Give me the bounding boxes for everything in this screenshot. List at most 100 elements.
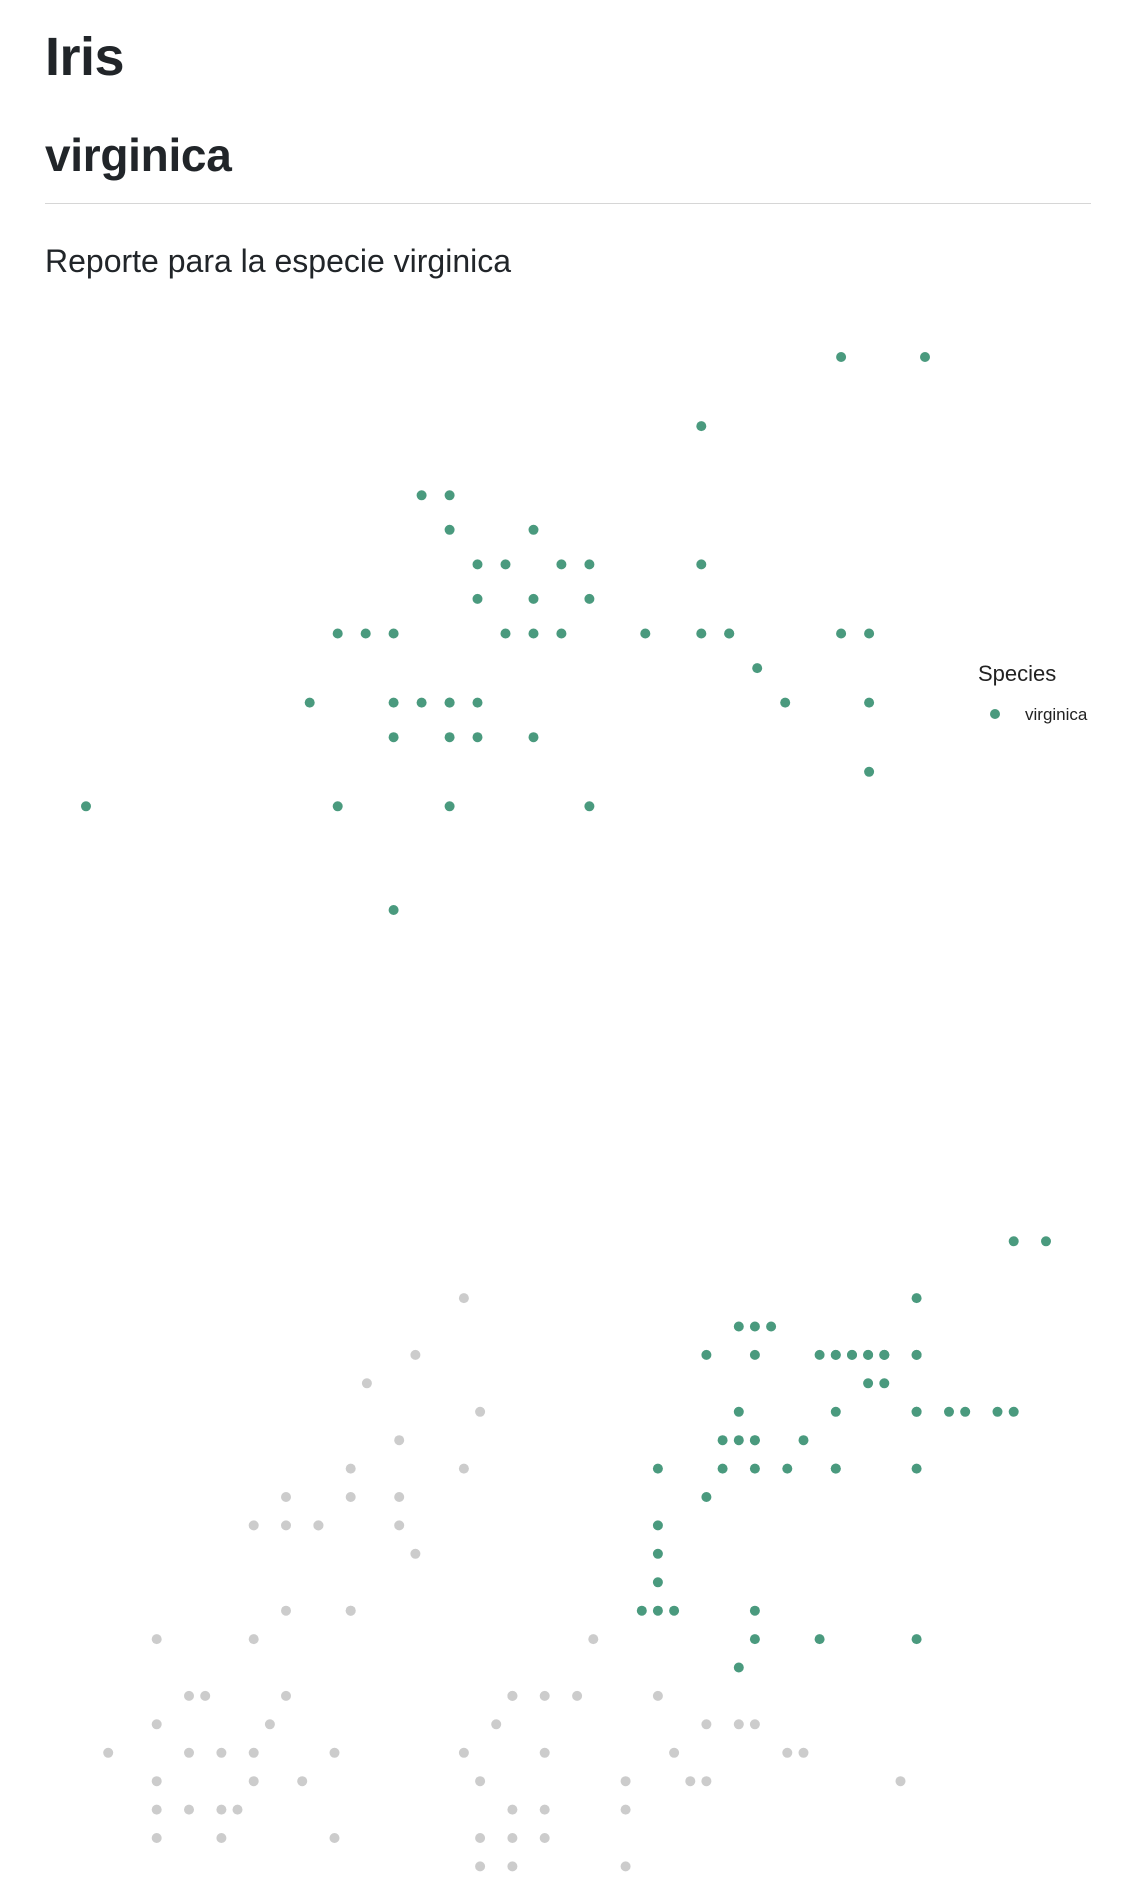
point-virginica xyxy=(911,1406,922,1417)
point-other-species xyxy=(458,1747,469,1758)
point-virginica xyxy=(444,801,455,812)
point-virginica xyxy=(584,559,595,570)
point-other-species xyxy=(410,1349,421,1360)
point-virginica xyxy=(81,801,91,812)
point-virginica xyxy=(920,352,930,362)
point-other-species xyxy=(103,1747,114,1758)
point-virginica xyxy=(652,1520,663,1531)
point-other-species xyxy=(458,1463,469,1474)
point-virginica xyxy=(733,1435,744,1446)
point-virginica xyxy=(879,1378,890,1389)
point-virginica xyxy=(528,732,539,743)
point-virginica xyxy=(847,1349,857,1360)
point-other-species xyxy=(216,1804,227,1815)
point-other-species xyxy=(572,1690,583,1701)
point-virginica xyxy=(640,628,651,639)
point-other-species xyxy=(281,1492,291,1502)
point-virginica xyxy=(528,593,539,604)
point-virginica xyxy=(911,1634,922,1645)
point-other-species xyxy=(733,1719,744,1730)
point-other-species xyxy=(895,1776,906,1787)
point-other-species xyxy=(281,1520,291,1531)
point-virginica xyxy=(879,1349,890,1360)
point-virginica xyxy=(717,1435,728,1446)
point-other-species xyxy=(507,1833,518,1843)
point-other-species xyxy=(701,1776,712,1787)
point-other-species xyxy=(329,1747,340,1758)
point-virginica xyxy=(749,1605,760,1616)
point-virginica xyxy=(444,524,455,535)
point-virginica xyxy=(388,697,399,708)
point-virginica xyxy=(696,421,707,432)
point-virginica xyxy=(444,490,455,501)
point-other-species xyxy=(458,1293,469,1304)
point-other-species xyxy=(151,1776,162,1787)
point-other-species xyxy=(345,1605,356,1616)
point-virginica xyxy=(749,1349,760,1360)
point-virginica xyxy=(556,628,567,639)
point-virginica xyxy=(500,628,511,639)
point-virginica xyxy=(782,1463,793,1474)
point-other-species xyxy=(620,1861,631,1872)
point-virginica xyxy=(960,1406,971,1417)
point-virginica xyxy=(814,1349,825,1360)
point-virginica xyxy=(1041,1236,1051,1247)
point-virginica xyxy=(830,1463,841,1474)
point-other-species xyxy=(281,1690,291,1701)
point-virginica xyxy=(444,697,455,708)
point-other-species xyxy=(232,1804,243,1815)
point-virginica xyxy=(636,1605,647,1616)
point-virginica xyxy=(472,593,483,604)
point-other-species xyxy=(701,1719,712,1730)
point-virginica xyxy=(717,1463,728,1474)
legend-key-virginica xyxy=(990,709,1000,719)
point-other-species xyxy=(475,1833,486,1843)
point-other-species xyxy=(669,1747,680,1758)
point-virginica xyxy=(780,697,791,708)
point-virginica xyxy=(652,1548,663,1559)
point-virginica xyxy=(528,524,539,535)
point-other-species xyxy=(297,1776,308,1787)
point-virginica xyxy=(388,905,399,915)
point-virginica xyxy=(798,1435,809,1446)
point-virginica xyxy=(836,628,847,639)
point-other-species xyxy=(151,1833,162,1843)
point-virginica xyxy=(830,1406,841,1417)
legend: Species virginica xyxy=(978,661,1088,724)
point-virginica xyxy=(528,628,539,639)
point-virginica xyxy=(911,1293,922,1304)
page-title: Iris xyxy=(45,27,125,87)
point-virginica xyxy=(652,1605,663,1616)
point-other-species xyxy=(151,1804,162,1815)
point-other-species xyxy=(507,1690,518,1701)
sepal-scatter-panel xyxy=(81,352,930,915)
legend-label-virginica: virginica xyxy=(1025,705,1088,724)
point-other-species xyxy=(329,1833,340,1843)
point-other-species xyxy=(620,1804,631,1815)
point-other-species xyxy=(539,1747,550,1758)
point-other-species xyxy=(798,1747,809,1758)
point-other-species xyxy=(620,1776,631,1787)
point-virginica xyxy=(584,801,595,812)
point-virginica xyxy=(864,628,875,639)
point-virginica xyxy=(733,1321,744,1332)
point-other-species xyxy=(184,1804,194,1815)
point-virginica xyxy=(472,732,483,743)
point-other-species xyxy=(685,1776,696,1787)
point-virginica xyxy=(749,1321,760,1332)
point-virginica xyxy=(864,766,875,777)
point-virginica xyxy=(500,559,511,570)
point-other-species xyxy=(345,1492,356,1502)
point-virginica xyxy=(911,1463,922,1474)
point-virginica xyxy=(1008,1406,1019,1417)
point-virginica xyxy=(863,1378,874,1389)
point-virginica xyxy=(416,697,427,708)
point-virginica xyxy=(332,801,343,812)
point-other-species xyxy=(345,1463,356,1474)
point-virginica xyxy=(814,1634,825,1645)
point-virginica xyxy=(360,628,371,639)
point-virginica xyxy=(830,1349,841,1360)
point-other-species xyxy=(313,1520,324,1531)
point-virginica xyxy=(752,663,763,674)
point-virginica xyxy=(863,1349,874,1360)
